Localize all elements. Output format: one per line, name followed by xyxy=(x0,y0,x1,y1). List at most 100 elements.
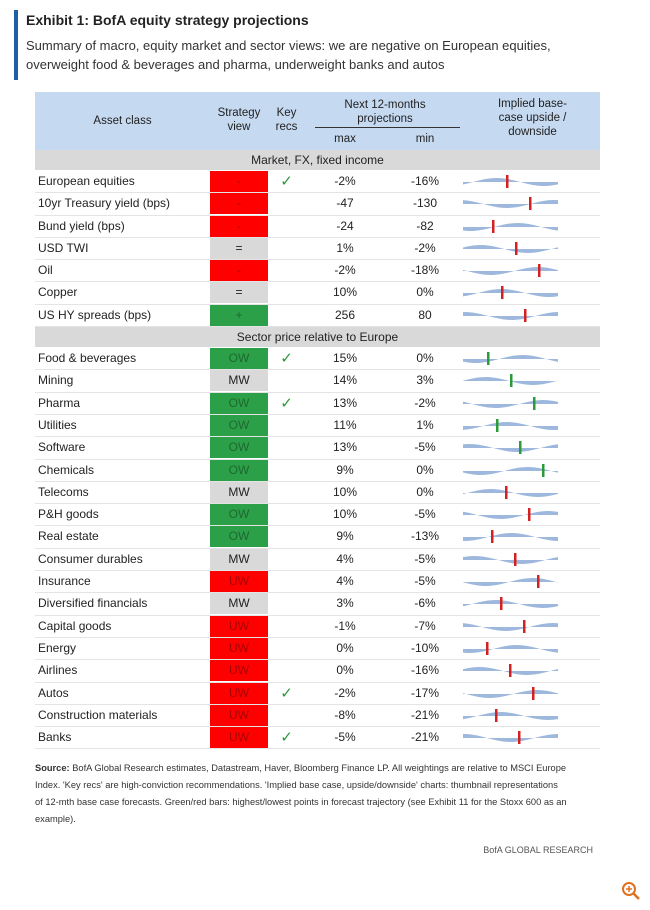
thumbnail xyxy=(463,396,558,410)
asset-name: Airlines xyxy=(38,663,78,678)
proj-max: 13% xyxy=(332,395,358,410)
proj-max: -5% xyxy=(334,730,356,745)
asset-name: Capital goods xyxy=(38,618,112,633)
thumbnail-marker xyxy=(491,530,494,544)
proj-max: 10% xyxy=(332,484,358,499)
key-rec: ✓ xyxy=(280,729,293,747)
strategy-view: OW xyxy=(210,348,268,370)
col-header: Next 12-months projections xyxy=(310,98,460,126)
strategy-view: MW xyxy=(210,548,268,570)
proj-max: -2% xyxy=(334,174,356,188)
thumbnail xyxy=(463,708,558,722)
thumbnail-area xyxy=(463,311,558,320)
strategy-view: OW xyxy=(210,504,268,526)
asset-name: Construction materials xyxy=(38,707,158,722)
thumbnail-area xyxy=(463,734,558,743)
table-row: Copper = 10% 0% xyxy=(35,282,600,305)
asset-name: Banks xyxy=(38,730,72,745)
brand: BofA GLOBAL RESEARCH xyxy=(483,845,593,855)
text: example). xyxy=(35,814,76,824)
proj-min: -18% xyxy=(410,263,439,278)
accent-bar xyxy=(14,10,18,80)
thumbnail-area xyxy=(463,511,558,520)
thumbnail-marker xyxy=(542,463,545,477)
proj-min: 1% xyxy=(416,417,434,432)
text: downside xyxy=(508,126,557,138)
asset-name: Consumer durables xyxy=(38,551,143,566)
thumbnail-area xyxy=(463,444,558,453)
proj-min: -21% xyxy=(410,730,439,745)
key-rec: ✓ xyxy=(280,350,293,368)
thumbnail-marker xyxy=(486,641,489,655)
thumbnail xyxy=(463,686,558,700)
strategy-view: - xyxy=(210,260,268,282)
subtitle: Summary of macro, equity market and sect… xyxy=(26,38,551,53)
thumbnail-marker xyxy=(532,686,535,700)
thumbnail-marker xyxy=(524,308,527,322)
thumbnail xyxy=(463,597,558,611)
table-row: Airlines UW 0% -16% xyxy=(35,660,600,683)
proj-min: -5% xyxy=(414,551,436,566)
col-header: Asset class xyxy=(93,115,152,127)
thumbnail-area xyxy=(463,267,558,276)
strategy-view: OW xyxy=(210,459,268,481)
thumbnail-marker xyxy=(495,708,498,722)
thumbnail-area xyxy=(463,466,558,475)
table-row: Construction materials UW -8% -21% xyxy=(35,704,600,728)
thumbnail-marker xyxy=(529,197,532,211)
text: view xyxy=(227,121,251,133)
proj-max: 13% xyxy=(332,440,358,455)
thumbnail-marker xyxy=(501,286,504,300)
text: BofA Global Research estimates, Datastre… xyxy=(69,763,567,773)
proj-min: -16% xyxy=(410,174,439,188)
asset-name: Real estate xyxy=(38,529,99,544)
strategy-view: - xyxy=(210,171,268,192)
thumbnail xyxy=(463,485,558,499)
thumbnail-marker xyxy=(487,352,490,366)
thumbnail-area xyxy=(463,200,558,209)
asset-name: Chemicals xyxy=(38,462,95,477)
strategy-view: UW xyxy=(210,704,268,726)
asset-name: USD TWI xyxy=(38,240,89,255)
proj-max: -2% xyxy=(334,685,356,700)
thumbnail xyxy=(463,575,558,589)
table-row: Banks UW ✓ -5% -21% xyxy=(35,727,600,750)
thumbnail xyxy=(463,664,558,678)
proj-min: -2% xyxy=(414,395,436,410)
table-row: Food & beverages OW ✓ 15% 0% xyxy=(35,348,600,371)
proj-min: 80 xyxy=(418,307,432,322)
proj-max: 4% xyxy=(336,574,354,589)
table-row: Pharma OW ✓ 13% -2% xyxy=(35,392,600,415)
zoom-icon[interactable] xyxy=(620,880,642,902)
thumbnail-area xyxy=(463,399,558,408)
asset-name: Energy xyxy=(38,640,77,655)
text: projections xyxy=(357,113,413,125)
thumbnail xyxy=(463,352,558,366)
thumbnail-marker xyxy=(514,552,517,566)
proj-max: 15% xyxy=(332,351,358,366)
thumbnail-marker xyxy=(538,264,541,278)
thumbnail xyxy=(463,241,558,255)
strategy-view: + xyxy=(210,304,268,326)
strategy-view: MW xyxy=(210,481,268,503)
proj-max: -24 xyxy=(336,218,354,233)
proj-min: -17% xyxy=(410,685,439,700)
proj-max: 9% xyxy=(336,529,354,544)
proj-max: 0% xyxy=(336,640,354,655)
asset-name: Software xyxy=(38,440,86,455)
section-row: Sector price relative to Europe xyxy=(35,327,600,349)
text: Index. 'Key recs' are high-conviction re… xyxy=(35,780,558,790)
table-row: 10yr Treasury yield (bps) - -47 -130 xyxy=(35,193,600,216)
thumbnail-area xyxy=(463,711,558,720)
asset-name: P&H goods xyxy=(38,507,99,522)
thumbnail-area xyxy=(463,178,558,186)
thumbnail-area xyxy=(463,289,558,298)
asset-name: Pharma xyxy=(38,395,81,410)
table-row: P&H goods OW 10% -5% xyxy=(35,504,600,527)
proj-min: -10% xyxy=(410,640,439,655)
proj-max: 1% xyxy=(336,240,354,255)
thumbnail xyxy=(463,530,558,544)
thumbnail xyxy=(463,508,558,522)
source-note: Source: BofA Global Research estimates, … xyxy=(35,760,605,828)
strategy-view: UW xyxy=(210,660,268,682)
